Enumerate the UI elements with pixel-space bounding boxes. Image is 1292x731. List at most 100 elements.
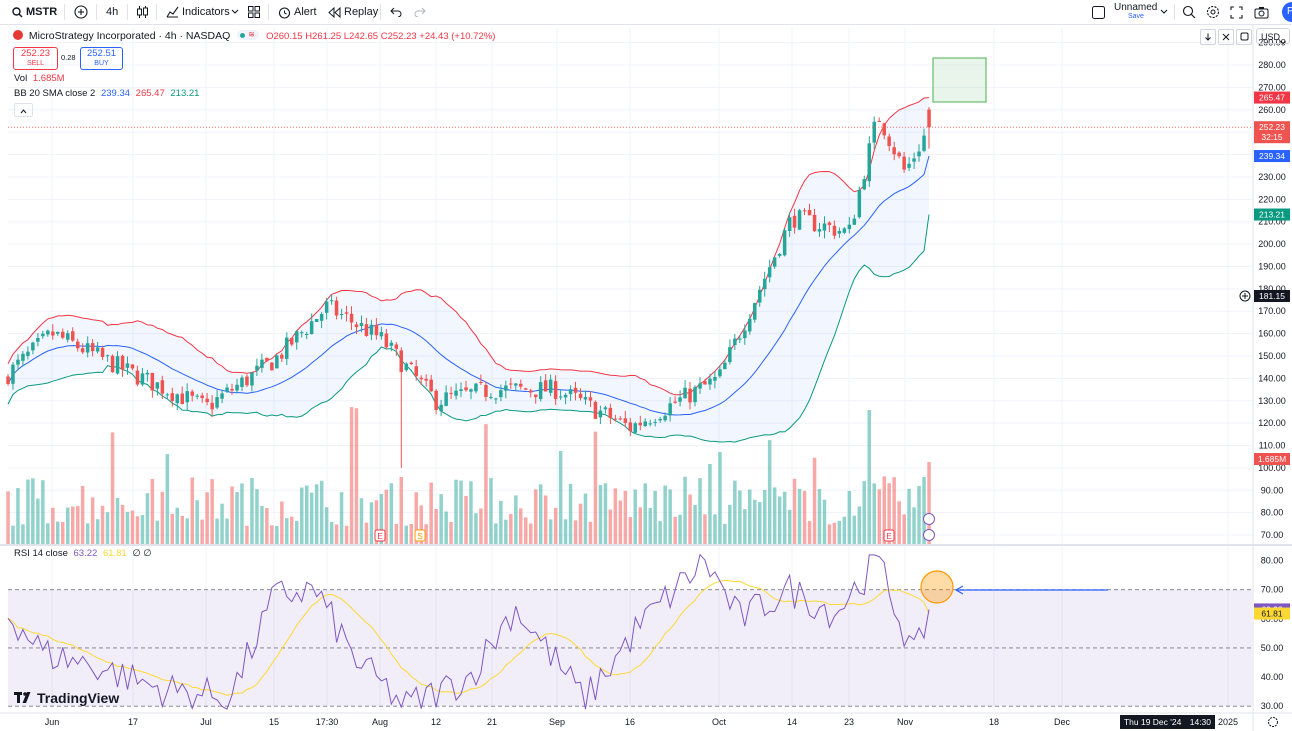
layout-name-button[interactable]: Unnamed (1114, 1, 1157, 13)
candle (369, 319, 374, 341)
candle-body (728, 347, 732, 363)
price-tick-label: 80.00 (1261, 508, 1284, 518)
indicators-dropdown-button[interactable] (231, 3, 239, 21)
quick-search-button[interactable] (1182, 3, 1196, 21)
volume-bar (643, 483, 647, 544)
layout-checkbox[interactable] (1092, 3, 1105, 21)
undo-button[interactable] (390, 3, 402, 21)
symbol-search-button[interactable]: MSTR (12, 3, 57, 21)
buy-price: 252.51 (86, 48, 117, 59)
currency-selector[interactable]: USD (1256, 28, 1290, 45)
volume-bar (300, 487, 304, 544)
volume-bar (31, 478, 35, 544)
profile-avatar[interactable]: P (1282, 2, 1292, 22)
candle (832, 220, 837, 240)
volume-bar (444, 511, 448, 544)
collapse-legend-button[interactable] (14, 103, 33, 117)
candle-body (270, 362, 274, 371)
candle (548, 374, 553, 397)
rsi-ma-value-label-bg (1254, 607, 1290, 620)
candle (534, 394, 538, 404)
candle (573, 381, 578, 401)
candle (449, 386, 453, 400)
candle (663, 412, 667, 422)
compare-button[interactable] (74, 3, 88, 21)
indicators-button[interactable]: Indicators (166, 3, 230, 21)
last-price-label: 252.23 (1254, 121, 1290, 134)
volume-bar (877, 489, 881, 544)
interval-button[interactable]: 4h (106, 3, 118, 21)
volume-bar (479, 508, 483, 544)
sell-button[interactable]: 252.23 SELL (13, 47, 58, 70)
volume-bar (534, 489, 538, 544)
candle (180, 386, 184, 405)
volume-bar (802, 490, 807, 544)
buy-button[interactable]: 252.51 BUY (80, 47, 123, 70)
volume-bar (787, 509, 792, 544)
candle-body (205, 398, 209, 402)
currency-label: USD (1261, 32, 1281, 42)
candle-body (718, 369, 722, 377)
event-marker-label: S (417, 532, 422, 541)
volume-bar (792, 478, 797, 544)
time-tick-label: 21 (487, 717, 497, 727)
volume-bar (379, 493, 384, 544)
candle (693, 385, 697, 407)
screenshot-button[interactable] (1254, 3, 1269, 21)
volume-bar (748, 489, 752, 544)
candle (125, 356, 130, 375)
alert-button[interactable]: Alert (278, 3, 317, 21)
candle-body (688, 388, 692, 403)
arrow-down-icon (1204, 28, 1212, 46)
candle-body (489, 397, 493, 398)
candle-body (578, 393, 583, 398)
settings-button[interactable] (1206, 3, 1220, 21)
volume-bar (334, 524, 339, 544)
candle (185, 383, 189, 410)
candle-body (444, 392, 448, 406)
volume-bar (150, 479, 155, 544)
candle (71, 327, 75, 342)
rsi-legend-value: 63.22 (73, 548, 98, 559)
search-icon (12, 6, 23, 18)
price-tick-label: 130.00 (1258, 396, 1286, 406)
candle (763, 271, 767, 297)
candle (140, 368, 145, 387)
tradingview-logo[interactable]: TradingView (14, 690, 119, 706)
candle-body (922, 135, 926, 151)
candle (738, 335, 742, 343)
replay-button[interactable]: Replay (328, 3, 378, 21)
fullscreen-button[interactable] (1230, 3, 1243, 21)
volume-bar (922, 477, 926, 544)
volume-bar (668, 489, 672, 544)
reset-chart-button[interactable] (1236, 29, 1252, 45)
volume-bar (394, 524, 399, 544)
candle-body (429, 379, 433, 392)
bb-lower-price-label-bg (1254, 208, 1290, 221)
volume-bar (359, 498, 364, 544)
maximize-pane-button[interactable] (1218, 29, 1234, 45)
rsi-tick-label: 70.00 (1261, 585, 1284, 595)
candle (309, 313, 314, 335)
candle (215, 389, 219, 410)
layout-dropdown-button[interactable] (1160, 3, 1168, 21)
volume-bar (847, 491, 852, 544)
volume-bar (733, 480, 737, 544)
candle (85, 336, 90, 358)
candle-body (484, 385, 488, 397)
candle-body (807, 210, 812, 216)
redo-button[interactable] (414, 3, 426, 21)
scroll-down-button[interactable] (1200, 29, 1216, 45)
candle-body (738, 338, 742, 340)
candle-body (265, 357, 269, 361)
candle (723, 359, 727, 370)
candle-body (743, 330, 747, 339)
chart-type-button[interactable] (136, 3, 149, 21)
time-tick-label: Dec (1054, 717, 1071, 727)
candle (514, 383, 518, 392)
layouts-button[interactable] (248, 3, 260, 21)
candle (105, 354, 110, 362)
candle-body (374, 324, 379, 336)
symbol-logo-icon (13, 30, 23, 40)
